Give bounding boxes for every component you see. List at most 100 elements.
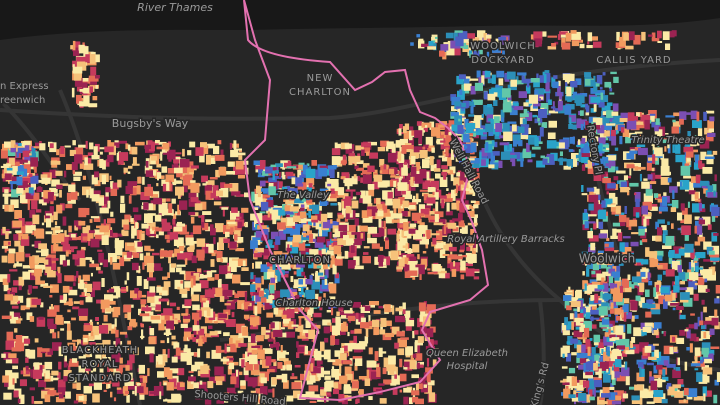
- building: [466, 246, 471, 252]
- building: [271, 290, 281, 300]
- building: [441, 171, 448, 176]
- building: [282, 204, 286, 210]
- building: [417, 361, 424, 366]
- building: [601, 302, 609, 308]
- building: [243, 367, 249, 376]
- building: [51, 263, 57, 270]
- building: [602, 271, 613, 275]
- building: [620, 353, 623, 360]
- building: [124, 313, 128, 319]
- building: [273, 251, 283, 258]
- building: [230, 263, 237, 272]
- building: [629, 386, 635, 390]
- building: [266, 271, 275, 279]
- building: [571, 31, 581, 40]
- building: [470, 158, 480, 164]
- building: [415, 382, 419, 391]
- building: [198, 328, 205, 336]
- building: [640, 114, 651, 124]
- building: [230, 335, 239, 345]
- building: [366, 360, 377, 368]
- building: [486, 51, 490, 58]
- building: [85, 232, 94, 241]
- building: [291, 373, 295, 377]
- building: [503, 131, 513, 141]
- building: [258, 399, 264, 404]
- building: [139, 231, 145, 234]
- building: [700, 180, 709, 186]
- building: [441, 199, 445, 209]
- building: [57, 266, 61, 277]
- building: [193, 382, 199, 389]
- building: [472, 37, 480, 44]
- building: [260, 297, 267, 303]
- building: [580, 104, 587, 108]
- building: [536, 160, 546, 168]
- building: [378, 258, 383, 267]
- building: [539, 96, 544, 100]
- building: [94, 343, 105, 353]
- building: [134, 246, 143, 253]
- building: [655, 118, 660, 125]
- building: [675, 367, 681, 371]
- building: [347, 331, 350, 337]
- building: [373, 310, 381, 314]
- building: [17, 398, 21, 404]
- building: [693, 180, 702, 188]
- building: [411, 212, 421, 221]
- building: [609, 161, 616, 167]
- building: [310, 394, 320, 400]
- building: [464, 164, 473, 169]
- building: [378, 218, 382, 228]
- building: [611, 400, 622, 405]
- building: [584, 284, 593, 294]
- building: [427, 187, 436, 193]
- building: [528, 94, 538, 104]
- building: [234, 234, 238, 241]
- building: [190, 216, 195, 224]
- building: [64, 275, 74, 282]
- building: [636, 112, 640, 117]
- building: [240, 380, 246, 386]
- building: [434, 192, 439, 200]
- building: [576, 118, 582, 129]
- building: [450, 154, 455, 160]
- building: [593, 387, 596, 397]
- building: [189, 242, 195, 250]
- building: [458, 220, 465, 227]
- building: [166, 320, 174, 330]
- building: [105, 307, 114, 312]
- building: [235, 165, 246, 175]
- building: [652, 141, 655, 151]
- building: [299, 175, 303, 180]
- building: [423, 128, 426, 131]
- building: [30, 175, 39, 184]
- building: [125, 333, 128, 338]
- building: [286, 166, 297, 169]
- building: [581, 193, 588, 196]
- building: [638, 147, 648, 156]
- building: [592, 390, 601, 393]
- building: [409, 149, 420, 159]
- building: [329, 221, 339, 229]
- building: [121, 229, 125, 236]
- building: [630, 340, 633, 348]
- building: [598, 102, 605, 108]
- building: [700, 359, 703, 364]
- building: [176, 223, 186, 227]
- building: [663, 331, 666, 337]
- building: [241, 207, 249, 213]
- building: [7, 382, 15, 390]
- building: [541, 122, 548, 128]
- building: [405, 145, 414, 149]
- building: [195, 395, 204, 400]
- building: [479, 152, 482, 160]
- building: [229, 241, 237, 249]
- building: [696, 225, 703, 235]
- building: [630, 251, 634, 259]
- building: [645, 247, 650, 257]
- building: [284, 162, 292, 168]
- building: [9, 269, 18, 272]
- building: [105, 159, 110, 167]
- building: [218, 167, 227, 176]
